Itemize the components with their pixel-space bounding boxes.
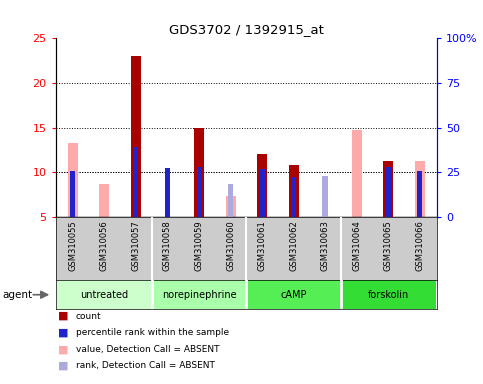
Text: norepinephrine: norepinephrine [162,290,236,300]
Text: ■: ■ [58,344,69,354]
Text: ■: ■ [58,328,69,338]
Text: GSM310064: GSM310064 [352,220,361,271]
Text: ■: ■ [58,361,69,371]
Bar [71,171,75,217]
Text: GSM310059: GSM310059 [195,220,203,271]
Text: GSM310057: GSM310057 [131,220,141,271]
Bar [341,280,436,309]
Text: forskolin: forskolin [368,290,409,300]
Text: cAMP: cAMP [281,290,307,300]
Bar [99,184,110,217]
Text: GSM310062: GSM310062 [289,220,298,271]
Text: GSM310066: GSM310066 [415,220,424,271]
Bar [226,195,236,217]
Bar [131,147,141,217]
Bar [246,280,341,309]
Text: ■: ■ [58,311,69,321]
Text: GSM310055: GSM310055 [69,220,77,271]
Text: GSM310065: GSM310065 [384,220,393,271]
Bar [352,130,362,217]
Bar [57,280,152,309]
Bar [131,56,141,217]
Bar [322,176,328,217]
Bar [291,177,296,217]
Bar [68,143,78,217]
Text: agent: agent [2,290,32,300]
Text: GSM310058: GSM310058 [163,220,172,271]
Text: percentile rank within the sample: percentile rank within the sample [76,328,229,337]
Bar [417,171,422,217]
Bar [386,167,391,217]
Bar [152,280,246,309]
Text: rank, Detection Call = ABSENT: rank, Detection Call = ABSENT [76,361,215,371]
Bar [415,161,425,217]
Bar [165,168,170,217]
Title: GDS3702 / 1392915_at: GDS3702 / 1392915_at [169,23,324,36]
Text: GSM310061: GSM310061 [257,220,267,271]
Bar [228,184,233,217]
Text: GSM310060: GSM310060 [226,220,235,271]
Bar [259,169,265,217]
Bar [133,147,139,217]
Text: value, Detection Call = ABSENT: value, Detection Call = ABSENT [76,345,219,354]
Bar [257,154,267,217]
Bar [383,161,393,217]
Text: GSM310056: GSM310056 [100,220,109,271]
Bar [194,127,204,217]
Text: GSM310063: GSM310063 [321,220,330,271]
Bar [197,167,201,217]
Text: count: count [76,311,101,321]
Bar [288,165,298,217]
Text: untreated: untreated [80,290,128,300]
